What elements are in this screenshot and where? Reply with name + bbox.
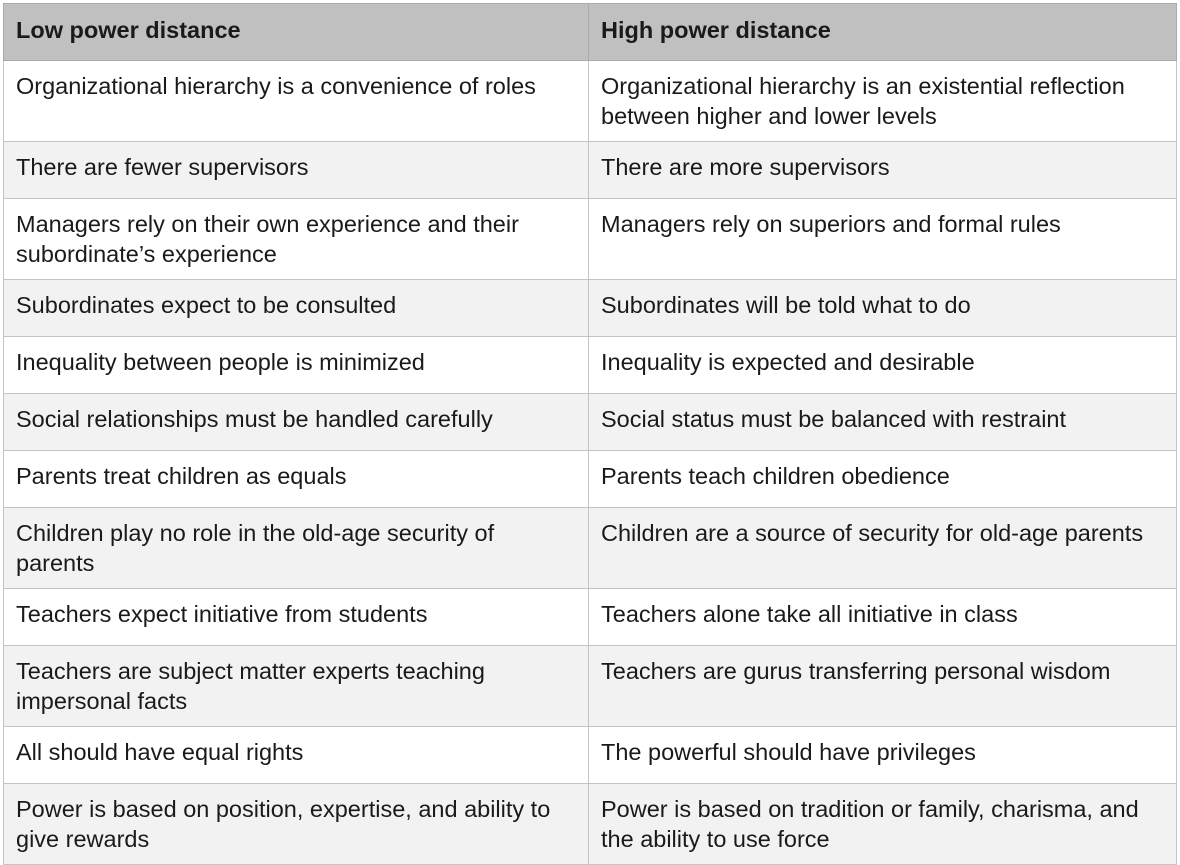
- table-row: Organizational hierarchy is a convenienc…: [3, 60, 1177, 142]
- high-cell: Teachers are gurus transferring personal…: [588, 645, 1177, 727]
- high-cell: Inequality is expected and desirable: [588, 336, 1177, 394]
- low-cell: Teachers are subject matter experts teac…: [3, 645, 589, 727]
- low-cell: All should have equal rights: [3, 726, 589, 784]
- table-row: Children play no role in the old-age sec…: [3, 507, 1177, 589]
- header-low-power-distance: Low power distance: [3, 3, 589, 61]
- low-cell: Managers rely on their own experience an…: [3, 198, 589, 280]
- high-cell: Social status must be balanced with rest…: [588, 393, 1177, 451]
- table-row: Managers rely on their own experience an…: [3, 198, 1177, 280]
- low-cell: Social relationships must be handled car…: [3, 393, 589, 451]
- low-cell: There are fewer supervisors: [3, 141, 589, 199]
- high-cell: Children are a source of security for ol…: [588, 507, 1177, 589]
- comparison-table-container: Low power distance High power distance O…: [3, 3, 1177, 865]
- high-cell: Organizational hierarchy is an existenti…: [588, 60, 1177, 142]
- high-cell: The powerful should have privileges: [588, 726, 1177, 784]
- table-row: Teachers are subject matter experts teac…: [3, 645, 1177, 727]
- high-cell: There are more supervisors: [588, 141, 1177, 199]
- high-cell: Subordinates will be told what to do: [588, 279, 1177, 337]
- table-header: Low power distance High power distance: [3, 3, 1177, 61]
- high-cell: Managers rely on superiors and formal ru…: [588, 198, 1177, 280]
- table-body: Organizational hierarchy is a convenienc…: [3, 60, 1177, 865]
- power-distance-table: Low power distance High power distance O…: [3, 3, 1177, 865]
- table-row: Power is based on position, expertise, a…: [3, 783, 1177, 865]
- header-row: Low power distance High power distance: [3, 3, 1177, 61]
- table-row: Teachers expect initiative from students…: [3, 588, 1177, 646]
- table-row: Social relationships must be handled car…: [3, 393, 1177, 451]
- low-cell: Organizational hierarchy is a convenienc…: [3, 60, 589, 142]
- high-cell: Teachers alone take all initiative in cl…: [588, 588, 1177, 646]
- low-cell: Inequality between people is minimized: [3, 336, 589, 394]
- high-cell: Parents teach children obedience: [588, 450, 1177, 508]
- table-row: All should have equal rights The powerfu…: [3, 726, 1177, 784]
- low-cell: Parents treat children as equals: [3, 450, 589, 508]
- low-cell: Power is based on position, expertise, a…: [3, 783, 589, 865]
- table-row: There are fewer supervisors There are mo…: [3, 141, 1177, 199]
- table-row: Subordinates expect to be consulted Subo…: [3, 279, 1177, 337]
- table-row: Inequality between people is minimized I…: [3, 336, 1177, 394]
- table-row: Parents treat children as equals Parents…: [3, 450, 1177, 508]
- low-cell: Children play no role in the old-age sec…: [3, 507, 589, 589]
- high-cell: Power is based on tradition or family, c…: [588, 783, 1177, 865]
- low-cell: Subordinates expect to be consulted: [3, 279, 589, 337]
- low-cell: Teachers expect initiative from students: [3, 588, 589, 646]
- header-high-power-distance: High power distance: [588, 3, 1177, 61]
